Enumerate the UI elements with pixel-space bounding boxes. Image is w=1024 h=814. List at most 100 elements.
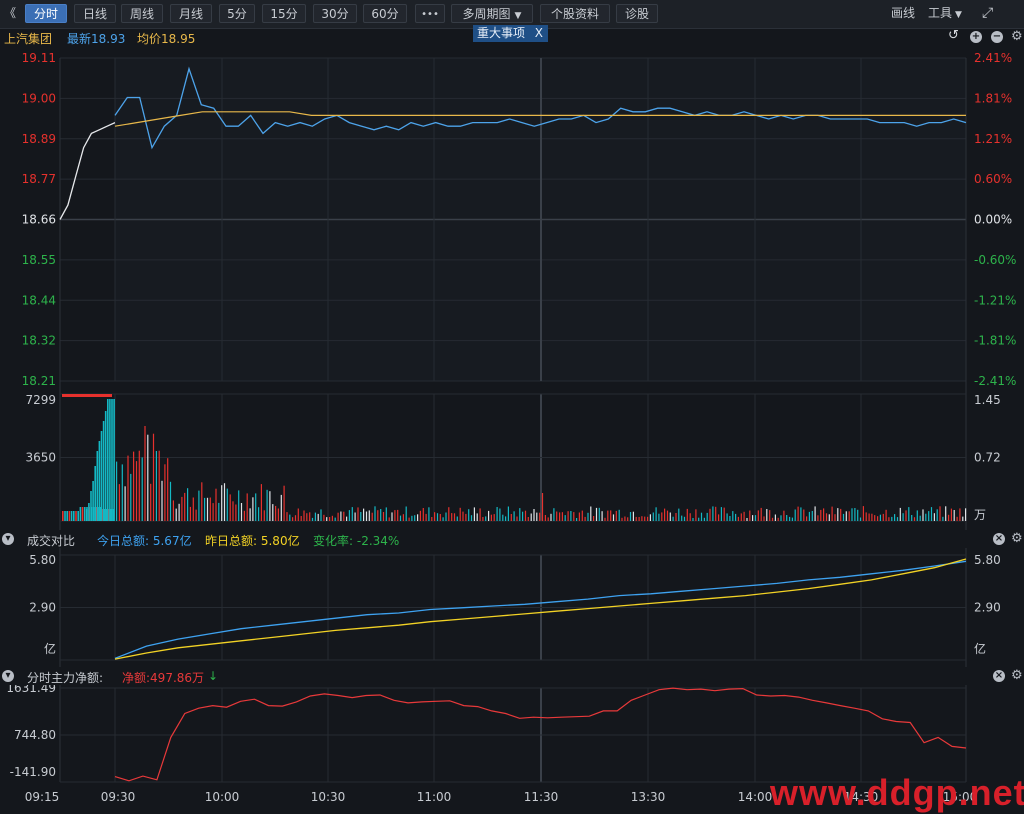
tools-menu[interactable]: 工具 ▼ [928,4,962,23]
today-turnover-line [114,560,967,659]
volume-bar [930,507,933,521]
turnover-tick-label: 5.80 [29,553,56,567]
zoom-out-icon[interactable]: − [991,31,1003,43]
tab-5min[interactable]: 5分 [219,4,255,23]
volume-bar [382,512,385,521]
gear-icon[interactable]: ⚙ [1011,29,1023,44]
event-tag-label: 重大事项 [477,26,526,40]
volume-bar [192,497,194,521]
grid-lines [59,57,967,783]
zoom-in-icon[interactable]: + [970,31,982,43]
expand-icon[interactable]: ⤢ [982,5,994,21]
volume-bar [175,508,177,521]
volume-bar [877,516,879,521]
volume-bar [351,507,353,521]
volume-bar [354,512,356,521]
collapse-icon[interactable]: ▾ [2,670,14,682]
volume-bar [507,506,509,521]
avg-price: 均价18.95 [137,32,196,46]
volume-bar [590,506,592,521]
volume-bar [837,508,839,521]
volume-bar [922,509,924,521]
volume-bar [394,510,396,521]
volume-bar [874,515,876,521]
volume-bar [735,513,737,521]
volume-bar [806,516,808,521]
volume-bar [936,509,938,521]
volume-bar [218,502,220,521]
volume-bar [147,434,149,521]
volume-bar [803,509,805,521]
gear-icon[interactable]: ⚙ [1011,668,1023,683]
percent-tick-label: 1.21% [974,132,1012,146]
tab-daily[interactable]: 日线 [74,4,116,23]
volume-bar [232,501,234,521]
volume-bar [161,480,163,521]
volume-bar [206,497,209,521]
volume-bar [73,511,75,521]
volume-bar [187,488,189,521]
volume-bar [834,514,836,521]
chevron-down-icon: ▼ [955,10,962,20]
tab-intraday[interactable]: 分时 [25,4,67,23]
volume-bar [868,513,870,521]
volume-bar [718,514,720,521]
close-icon[interactable]: × [993,670,1005,682]
volume-bar [297,508,299,521]
volume-bar [363,508,365,521]
volume-bar [485,516,487,521]
back-icon[interactable]: 《 [4,6,17,20]
volume-bar [240,503,243,521]
collapse-icon[interactable]: ▾ [2,533,14,545]
tab-monthly[interactable]: 月线 [170,4,212,23]
volume-bar [64,511,66,521]
volume-bar [365,511,368,521]
event-tag[interactable]: 重大事项 X [473,25,548,42]
time-tick-label: 14:00 [738,790,773,804]
volume-bar [848,511,850,521]
more-button[interactable]: ••• [415,4,445,23]
percent-tick-label: 1.81% [974,91,1012,105]
volume-bar [831,506,833,521]
volume-bar [635,516,637,521]
volume-bar [289,514,291,521]
volume-bar [113,399,115,521]
volume-bar [578,512,580,521]
volume-bar [732,511,734,521]
close-icon[interactable]: × [993,533,1005,545]
diagnose-button[interactable]: 诊股 [616,4,658,23]
draw-button[interactable]: 画线 [891,6,916,20]
gear-icon[interactable]: ⚙ [1011,531,1023,546]
volume-bar [530,513,532,521]
volume-bar [377,510,379,521]
volume-bar [272,504,274,521]
volume-bar [683,516,686,521]
change-rate: 变化率: -2.34% [313,534,400,548]
multi-period-dropdown[interactable]: 多周期图 ▼ [451,4,533,23]
close-icon[interactable]: X [534,26,543,40]
volume-bar [204,497,206,521]
volume-bar [573,512,575,521]
volume-bar [740,513,742,521]
volume-bar [641,516,643,521]
volume-bar [144,426,146,521]
tab-weekly[interactable]: 周线 [121,4,163,23]
volume-bar [905,510,907,521]
undo-icon[interactable]: ↺ [948,28,959,43]
volume-bar [152,433,155,521]
tab-60min[interactable]: 60分 [363,4,407,23]
volume-bar [757,510,759,521]
volume-bar [948,514,950,521]
volume-bar [604,517,606,521]
volume-bar [610,510,612,521]
tab-15min[interactable]: 15分 [262,4,306,23]
volume-bar [479,508,481,521]
tab-30min[interactable]: 30分 [313,4,357,23]
volume-bar [797,506,799,521]
time-tick-label: 15:00 [943,790,978,804]
volume-bar [624,516,626,521]
volume-bar [703,517,705,521]
volume-bar [522,511,524,521]
profile-button[interactable]: 个股资料 [540,4,610,23]
